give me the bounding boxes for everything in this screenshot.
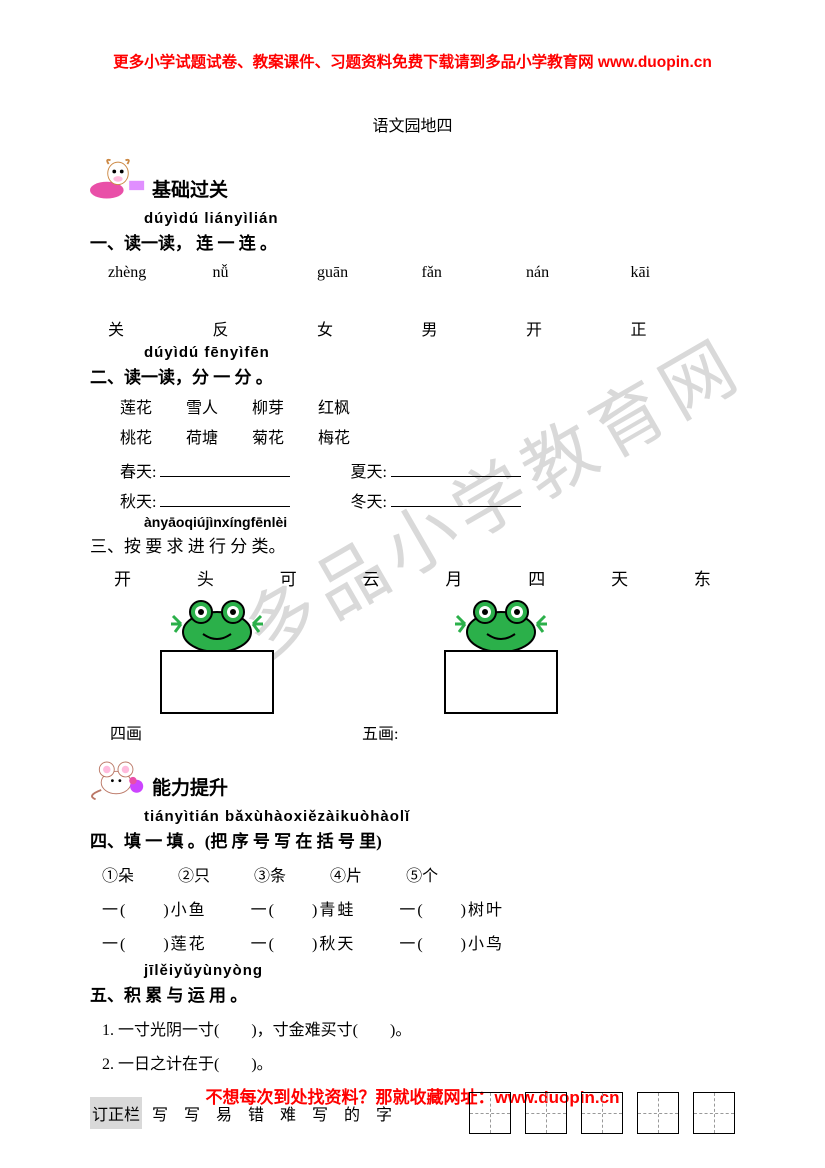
section-basic: 基础过关 <box>90 154 735 202</box>
answer-box[interactable] <box>444 650 558 714</box>
char: 云 <box>363 565 380 590</box>
q5-s2[interactable]: 2. 一日之计在于( )。 <box>90 1050 735 1074</box>
frog-icon <box>167 594 267 654</box>
q1-pinyin: dúyìdú liányìlián <box>90 210 735 227</box>
char-cell: 女 <box>317 316 422 340</box>
stroke-labels: 四画 五画: <box>90 720 735 744</box>
q4-title: 四、填 一 填 。(把 序 号 写 在 括 号 里) <box>90 827 735 852</box>
blank-line[interactable] <box>160 493 290 507</box>
q4-row2: 一( )莲花 一( )秋天 一( )小鸟 <box>90 930 735 954</box>
word: 柳芽 <box>252 394 284 418</box>
season-label: 秋天: <box>120 488 156 512</box>
q2-row2: 桃花 荷塘 菊花 梅花 <box>90 424 735 448</box>
char-cell: 男 <box>422 316 527 340</box>
char-cell: 正 <box>631 316 736 340</box>
word: 荷塘 <box>186 424 218 448</box>
q3-chars: 开 头 可 云 月 四 天 东 <box>90 565 735 590</box>
q2-season-1: 春天: 夏天: <box>90 458 735 482</box>
season-label: 夏天: <box>350 458 386 482</box>
cow-icon <box>90 154 146 202</box>
word: 雪人 <box>186 394 218 418</box>
bar-text: 写 写 易 错 难 写 的 字 <box>152 1101 398 1125</box>
fill[interactable]: 一( )树叶 <box>399 896 504 920</box>
fill[interactable]: 一( )青蛙 <box>251 896 356 920</box>
blank-line[interactable] <box>391 493 521 507</box>
char: 头 <box>197 565 214 590</box>
fill[interactable]: 一( )小鱼 <box>102 896 207 920</box>
pinyin-cell: fǎn <box>422 264 527 282</box>
q2-season-2: 秋天: 冬天: <box>90 488 735 512</box>
fill[interactable]: 一( )小鸟 <box>399 930 504 954</box>
q3-pinyin: ànyāoqiújìnxíngfēnlèi <box>90 514 735 530</box>
q2-pinyin: dúyìdú fēnyìfēn <box>90 344 735 361</box>
pinyin-cell: zhèng <box>108 264 213 282</box>
q3-title: 三、按 要 求 进 行 分 类。 <box>90 532 735 557</box>
q5-s1[interactable]: 1. 一寸光阴一寸( )，寸金难买寸( )。 <box>90 1016 735 1040</box>
bar-label: 订正栏 <box>90 1097 142 1129</box>
word: 桃花 <box>120 424 152 448</box>
char: 月 <box>445 565 462 590</box>
char-cell: 反 <box>213 316 318 340</box>
correction-bar: 订正栏 写 写 易 错 难 写 的 字 <box>90 1092 735 1134</box>
tianzige-cell[interactable] <box>637 1092 679 1134</box>
badge-ability-label: 能力提升 <box>152 773 228 800</box>
q2-title: 二、读一读，分 一 分 。 <box>90 363 735 388</box>
tianzige-cell[interactable] <box>525 1092 567 1134</box>
char-cell: 关 <box>108 316 213 340</box>
answer-box[interactable] <box>160 650 274 714</box>
char: 可 <box>280 565 297 590</box>
q4-options: ①朵 ②只 ③条 ④片 ⑤个 <box>90 862 735 886</box>
blank-line[interactable] <box>160 463 290 477</box>
pinyin-cell: nán <box>526 264 631 282</box>
stroke-4: 四画 <box>110 720 142 744</box>
opt: ①朵 <box>102 862 134 886</box>
frog-icon <box>451 594 551 654</box>
fill[interactable]: 一( )秋天 <box>251 930 356 954</box>
char: 东 <box>694 565 711 590</box>
opt: ③条 <box>254 862 286 886</box>
char: 天 <box>611 565 628 590</box>
fill[interactable]: 一( )莲花 <box>102 930 207 954</box>
tianzige-cell[interactable] <box>469 1092 511 1134</box>
page-title: 语文园地四 <box>90 112 735 136</box>
word: 莲花 <box>120 394 152 418</box>
q4-pinyin: tiányìtián bǎxùhàoxiězàikuòhàolǐ <box>90 808 735 825</box>
q5-title: 五、积 累 与 运 用 。 <box>90 981 735 1006</box>
mouse-icon <box>90 752 146 800</box>
frog-row <box>90 594 735 714</box>
pinyin-cell: guān <box>317 264 422 282</box>
q2-row1: 莲花 雪人 柳芽 红枫 <box>90 394 735 418</box>
tianzige-grid <box>469 1092 735 1134</box>
q1-pinyin-row: zhèng nǚ guān fǎn nán kāi <box>90 264 735 282</box>
word: 梅花 <box>318 424 350 448</box>
word: 菊花 <box>252 424 284 448</box>
q1-char-row: 关 反 女 男 开 正 <box>90 316 735 340</box>
tianzige-cell[interactable] <box>693 1092 735 1134</box>
badge-basic-label: 基础过关 <box>152 175 228 202</box>
word: 红枫 <box>318 394 350 418</box>
char-cell: 开 <box>526 316 631 340</box>
stroke-5: 五画: <box>362 720 398 744</box>
header-link: 更多小学试题试卷、教案课件、习题资料免费下载请到多品小学教育网 www.duop… <box>90 50 735 72</box>
q4-row1: 一( )小鱼 一( )青蛙 一( )树叶 <box>90 896 735 920</box>
tianzige-cell[interactable] <box>581 1092 623 1134</box>
char: 开 <box>114 565 131 590</box>
section-ability: 能力提升 <box>90 752 735 800</box>
opt: ⑤个 <box>406 862 438 886</box>
q5-pinyin: jīlěiyǔyùnyòng <box>90 962 735 979</box>
blank-line[interactable] <box>391 463 521 477</box>
pinyin-cell: kāi <box>631 264 736 282</box>
q1-title: 一、读一读， 连 一 连 。 <box>90 229 735 254</box>
opt: ④片 <box>330 862 362 886</box>
pinyin-cell: nǚ <box>213 264 318 282</box>
season-label: 春天: <box>120 458 156 482</box>
season-label: 冬天: <box>350 488 386 512</box>
char: 四 <box>528 565 545 590</box>
opt: ②只 <box>178 862 210 886</box>
